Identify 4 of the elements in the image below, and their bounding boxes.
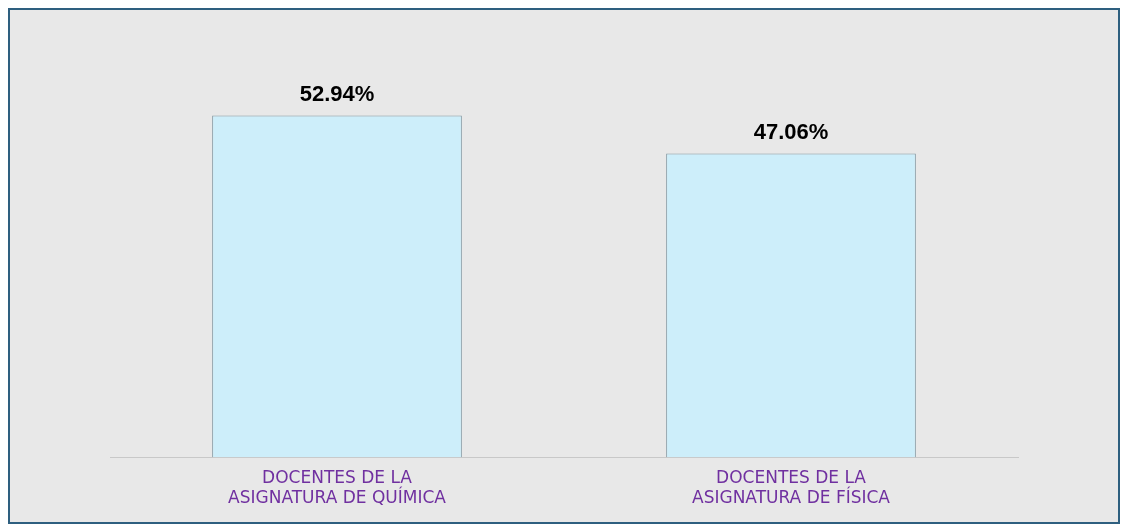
x-tick-label: DOCENTES DE LA ASIGNATURA DE FÍSICA (692, 466, 891, 508)
data-label: 52.94% (299, 80, 375, 106)
data-label: 47.06% (753, 118, 829, 144)
x-tick-label: DOCENTES DE LA ASIGNATURA DE QUÍMICA (228, 466, 447, 508)
